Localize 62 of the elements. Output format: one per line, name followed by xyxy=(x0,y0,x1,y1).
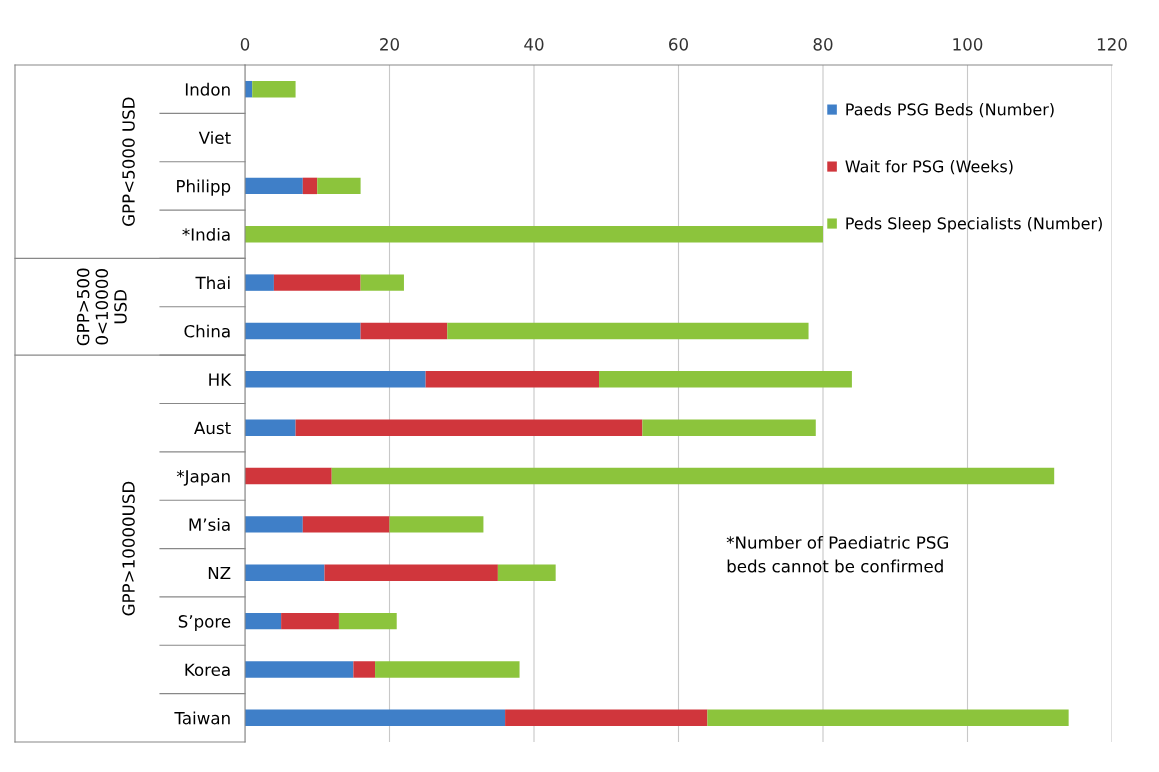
bar xyxy=(245,467,332,485)
y-tick-label: Thai xyxy=(195,276,230,290)
bar xyxy=(425,371,600,388)
y-tick-label: Taiwan xyxy=(174,711,230,725)
x-tick-label: 80 xyxy=(813,38,833,51)
bar xyxy=(353,661,376,678)
y-tick-label: HK xyxy=(209,373,232,386)
bar xyxy=(245,709,506,727)
bar xyxy=(360,322,448,340)
y-tick-label: S’pore xyxy=(178,615,231,631)
bar xyxy=(245,564,325,581)
bar xyxy=(281,612,339,630)
bar xyxy=(375,661,520,678)
bar xyxy=(245,226,823,243)
legend-label: Paeds PSG Beds (Number) xyxy=(846,103,1054,118)
bar xyxy=(707,709,1069,727)
x-tick-label: 60 xyxy=(669,38,688,51)
y-tick-label: China xyxy=(184,324,230,338)
y-tick-label: Aust xyxy=(194,421,231,435)
text: GPP>10000USD xyxy=(122,481,135,616)
x-tick-label: 0 xyxy=(240,38,250,51)
legend-label: Peds Sleep Specialists (Number) xyxy=(846,217,1102,233)
bar xyxy=(245,274,274,291)
x-tick-label: 100 xyxy=(953,38,983,51)
bar xyxy=(252,80,296,98)
bar xyxy=(302,177,318,195)
x-tick-label: 120 xyxy=(1097,38,1127,51)
y-tick-label: NZ xyxy=(208,566,231,580)
x-tick-label: 20 xyxy=(380,38,399,51)
x-tick-label: 40 xyxy=(524,38,544,51)
bar xyxy=(245,612,282,630)
bar xyxy=(245,322,361,340)
bar xyxy=(245,661,354,678)
bar xyxy=(642,419,816,436)
bar xyxy=(302,516,390,533)
bar xyxy=(245,419,296,436)
y-tick-label: M’sia xyxy=(189,518,230,531)
annotation: *Number of Paediatric PSG beds cannot be confirmed xyxy=(726,535,948,573)
bar xyxy=(505,709,708,727)
legend-label: Wait for PSG (Weeks) xyxy=(845,160,1013,175)
y-tick-label: Korea xyxy=(185,663,230,677)
bar xyxy=(273,274,361,291)
y-tick-label: Viet xyxy=(198,131,231,145)
bar xyxy=(389,516,484,533)
text: GPP>500 0<10000 USD xyxy=(76,268,127,346)
bar xyxy=(360,274,404,291)
bar xyxy=(245,371,426,388)
bar xyxy=(338,612,397,630)
bar xyxy=(317,177,361,195)
y-tick-label: Philipp xyxy=(177,179,231,196)
bar xyxy=(447,322,809,340)
bar xyxy=(331,467,1055,485)
bar xyxy=(497,564,556,581)
bar xyxy=(245,516,303,533)
bar xyxy=(324,564,498,581)
text: GPP<5000 USD xyxy=(122,97,135,226)
y-tick-label: *Japan xyxy=(176,470,230,486)
y-tick-label: *India xyxy=(182,227,230,241)
bar xyxy=(245,177,303,195)
bar xyxy=(599,371,852,388)
y-tick-label: Indon xyxy=(185,82,230,96)
bar xyxy=(295,419,643,436)
